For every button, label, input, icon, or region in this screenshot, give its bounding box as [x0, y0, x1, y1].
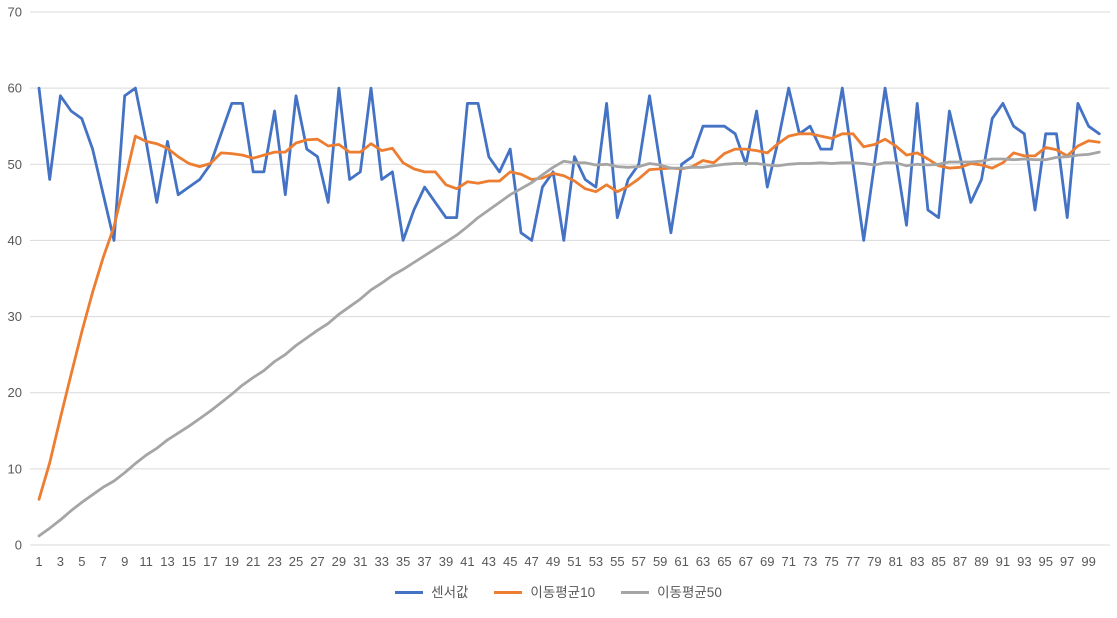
x-axis-label: 85: [931, 554, 945, 569]
x-axis-label: 33: [374, 554, 388, 569]
legend-item-ma50[interactable]: 이동평균50: [621, 586, 722, 600]
x-axis-label: 1: [35, 554, 42, 569]
x-axis-label: 27: [310, 554, 324, 569]
x-axis-label: 19: [225, 554, 239, 569]
y-axis-label: 30: [8, 309, 22, 324]
y-axis-label: 70: [8, 5, 22, 20]
x-axis-label: 69: [760, 554, 774, 569]
x-axis-label: 51: [567, 554, 581, 569]
x-axis-label: 11: [139, 554, 153, 569]
legend-label-sensor: 센서값: [431, 585, 469, 600]
x-axis-label: 53: [589, 554, 603, 569]
ma50-series-line[interactable]: [37, 150, 1101, 538]
legend-item-ma10[interactable]: 이동평균10: [494, 586, 595, 600]
x-axis-label: 37: [417, 554, 431, 569]
y-axis-label: 20: [8, 385, 22, 400]
x-axis-label: 39: [439, 554, 453, 569]
ma10-series-line[interactable]: [37, 132, 1101, 501]
legend: 센서값 이동평균10 이동평균50: [0, 586, 1117, 600]
x-axis-label: 3: [57, 554, 64, 569]
x-axis-label: 91: [996, 554, 1010, 569]
x-axis-label: 45: [503, 554, 517, 569]
x-axis-label: 35: [396, 554, 410, 569]
x-axis-label: 61: [674, 554, 688, 569]
x-axis-label: 21: [246, 554, 260, 569]
x-axis-label: 29: [332, 554, 346, 569]
x-axis-label: 83: [910, 554, 924, 569]
y-axis-label: 60: [8, 81, 22, 96]
x-axis-label: 87: [953, 554, 967, 569]
x-axis-label: 13: [160, 554, 174, 569]
y-axis-label: 0: [15, 538, 22, 553]
x-axis-label: 75: [824, 554, 838, 569]
x-axis-label: 73: [803, 554, 817, 569]
x-axis-label: 67: [739, 554, 753, 569]
x-axis-label: 49: [546, 554, 560, 569]
x-axis-label: 15: [182, 554, 196, 569]
x-axis-label: 43: [482, 554, 496, 569]
x-axis-label: 63: [696, 554, 710, 569]
x-axis-label: 57: [632, 554, 646, 569]
x-axis-label: 65: [717, 554, 731, 569]
legend-line-swatch-ma10: [494, 591, 523, 595]
x-axis-label: 97: [1060, 554, 1074, 569]
x-axis-label: 5: [78, 554, 85, 569]
y-axis-label: 50: [8, 157, 22, 172]
x-axis-label: 59: [653, 554, 667, 569]
x-axis-label: 79: [867, 554, 881, 569]
x-axis-label: 17: [203, 554, 217, 569]
y-axis-label: 40: [8, 233, 22, 248]
legend-label-ma50: 이동평균50: [657, 585, 722, 600]
x-axis-label: 77: [846, 554, 860, 569]
x-axis-label: 7: [100, 554, 107, 569]
legend-label-ma10: 이동평균10: [530, 585, 596, 600]
x-axis-label: 47: [524, 554, 538, 569]
x-axis-label: 81: [889, 554, 903, 569]
legend-line-swatch-ma50: [621, 591, 650, 595]
x-axis-label: 99: [1081, 554, 1095, 569]
legend-line-swatch-sensor: [395, 591, 424, 595]
x-axis-label: 71: [781, 554, 795, 569]
x-axis-label: 31: [353, 554, 367, 569]
x-axis-label: 9: [121, 554, 128, 569]
legend-item-sensor[interactable]: 센서값: [395, 586, 468, 600]
x-axis-label: 95: [1039, 554, 1053, 569]
x-axis-label: 89: [974, 554, 988, 569]
x-axis-label: 93: [1017, 554, 1031, 569]
x-axis-label: 41: [460, 554, 474, 569]
x-axis-label: 55: [610, 554, 624, 569]
x-axis-label: 25: [289, 554, 303, 569]
y-axis-label: 10: [8, 461, 22, 476]
x-axis-label: 23: [267, 554, 281, 569]
